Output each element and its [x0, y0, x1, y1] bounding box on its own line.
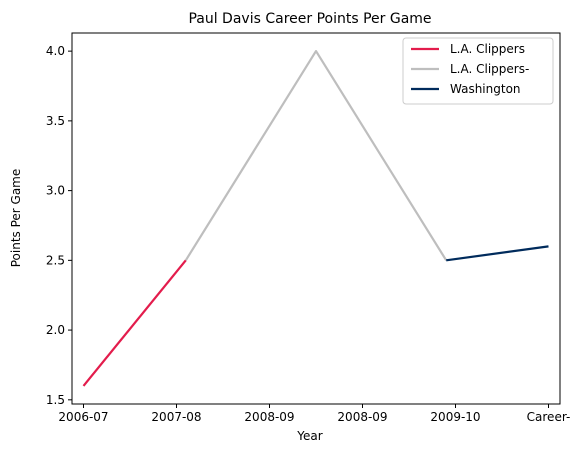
- y-tick-label: 2.5: [46, 253, 65, 267]
- series-layer: [82, 49, 549, 387]
- legend-label: L.A. Clippers: [450, 42, 525, 56]
- x-tick-label: Career-: [527, 410, 570, 424]
- series-line-2: [184, 49, 448, 261]
- x-tick-label: 2009-10: [430, 410, 480, 424]
- x-axis-label: Year: [296, 429, 322, 443]
- y-tick-label: 4.0: [46, 44, 65, 58]
- y-tick-label: 3.5: [46, 114, 65, 128]
- chart-title: Paul Davis Career Points Per Game: [188, 11, 431, 27]
- x-tick-label: 2006-07: [58, 410, 108, 424]
- x-tick-label: 2007-08: [151, 410, 201, 424]
- y-axis: 1.5 2.0 2.5 3.0 3.5 4.0: [46, 44, 72, 407]
- series-line-3: [446, 245, 549, 262]
- x-tick-label: 2008-09: [337, 410, 387, 424]
- legend-label: Washington: [450, 82, 521, 96]
- legend: L.A. Clippers L.A. Clippers- Washington: [402, 37, 554, 105]
- x-axis: 2006-07 2007-08 2008-09 2008-09 2009-10 Caree…: [58, 404, 570, 424]
- y-axis-label: Points Per Game: [9, 169, 23, 268]
- y-tick-label: 3.0: [46, 184, 65, 198]
- legend-label: L.A. Clippers-: [450, 62, 529, 76]
- series-line-1: [82, 259, 187, 387]
- y-tick-label: 1.5: [46, 393, 65, 407]
- x-tick-label: 2008-09: [244, 410, 294, 424]
- y-tick-label: 2.0: [46, 323, 65, 337]
- plot-frame: [71, 32, 561, 405]
- legend-box: [402, 37, 554, 105]
